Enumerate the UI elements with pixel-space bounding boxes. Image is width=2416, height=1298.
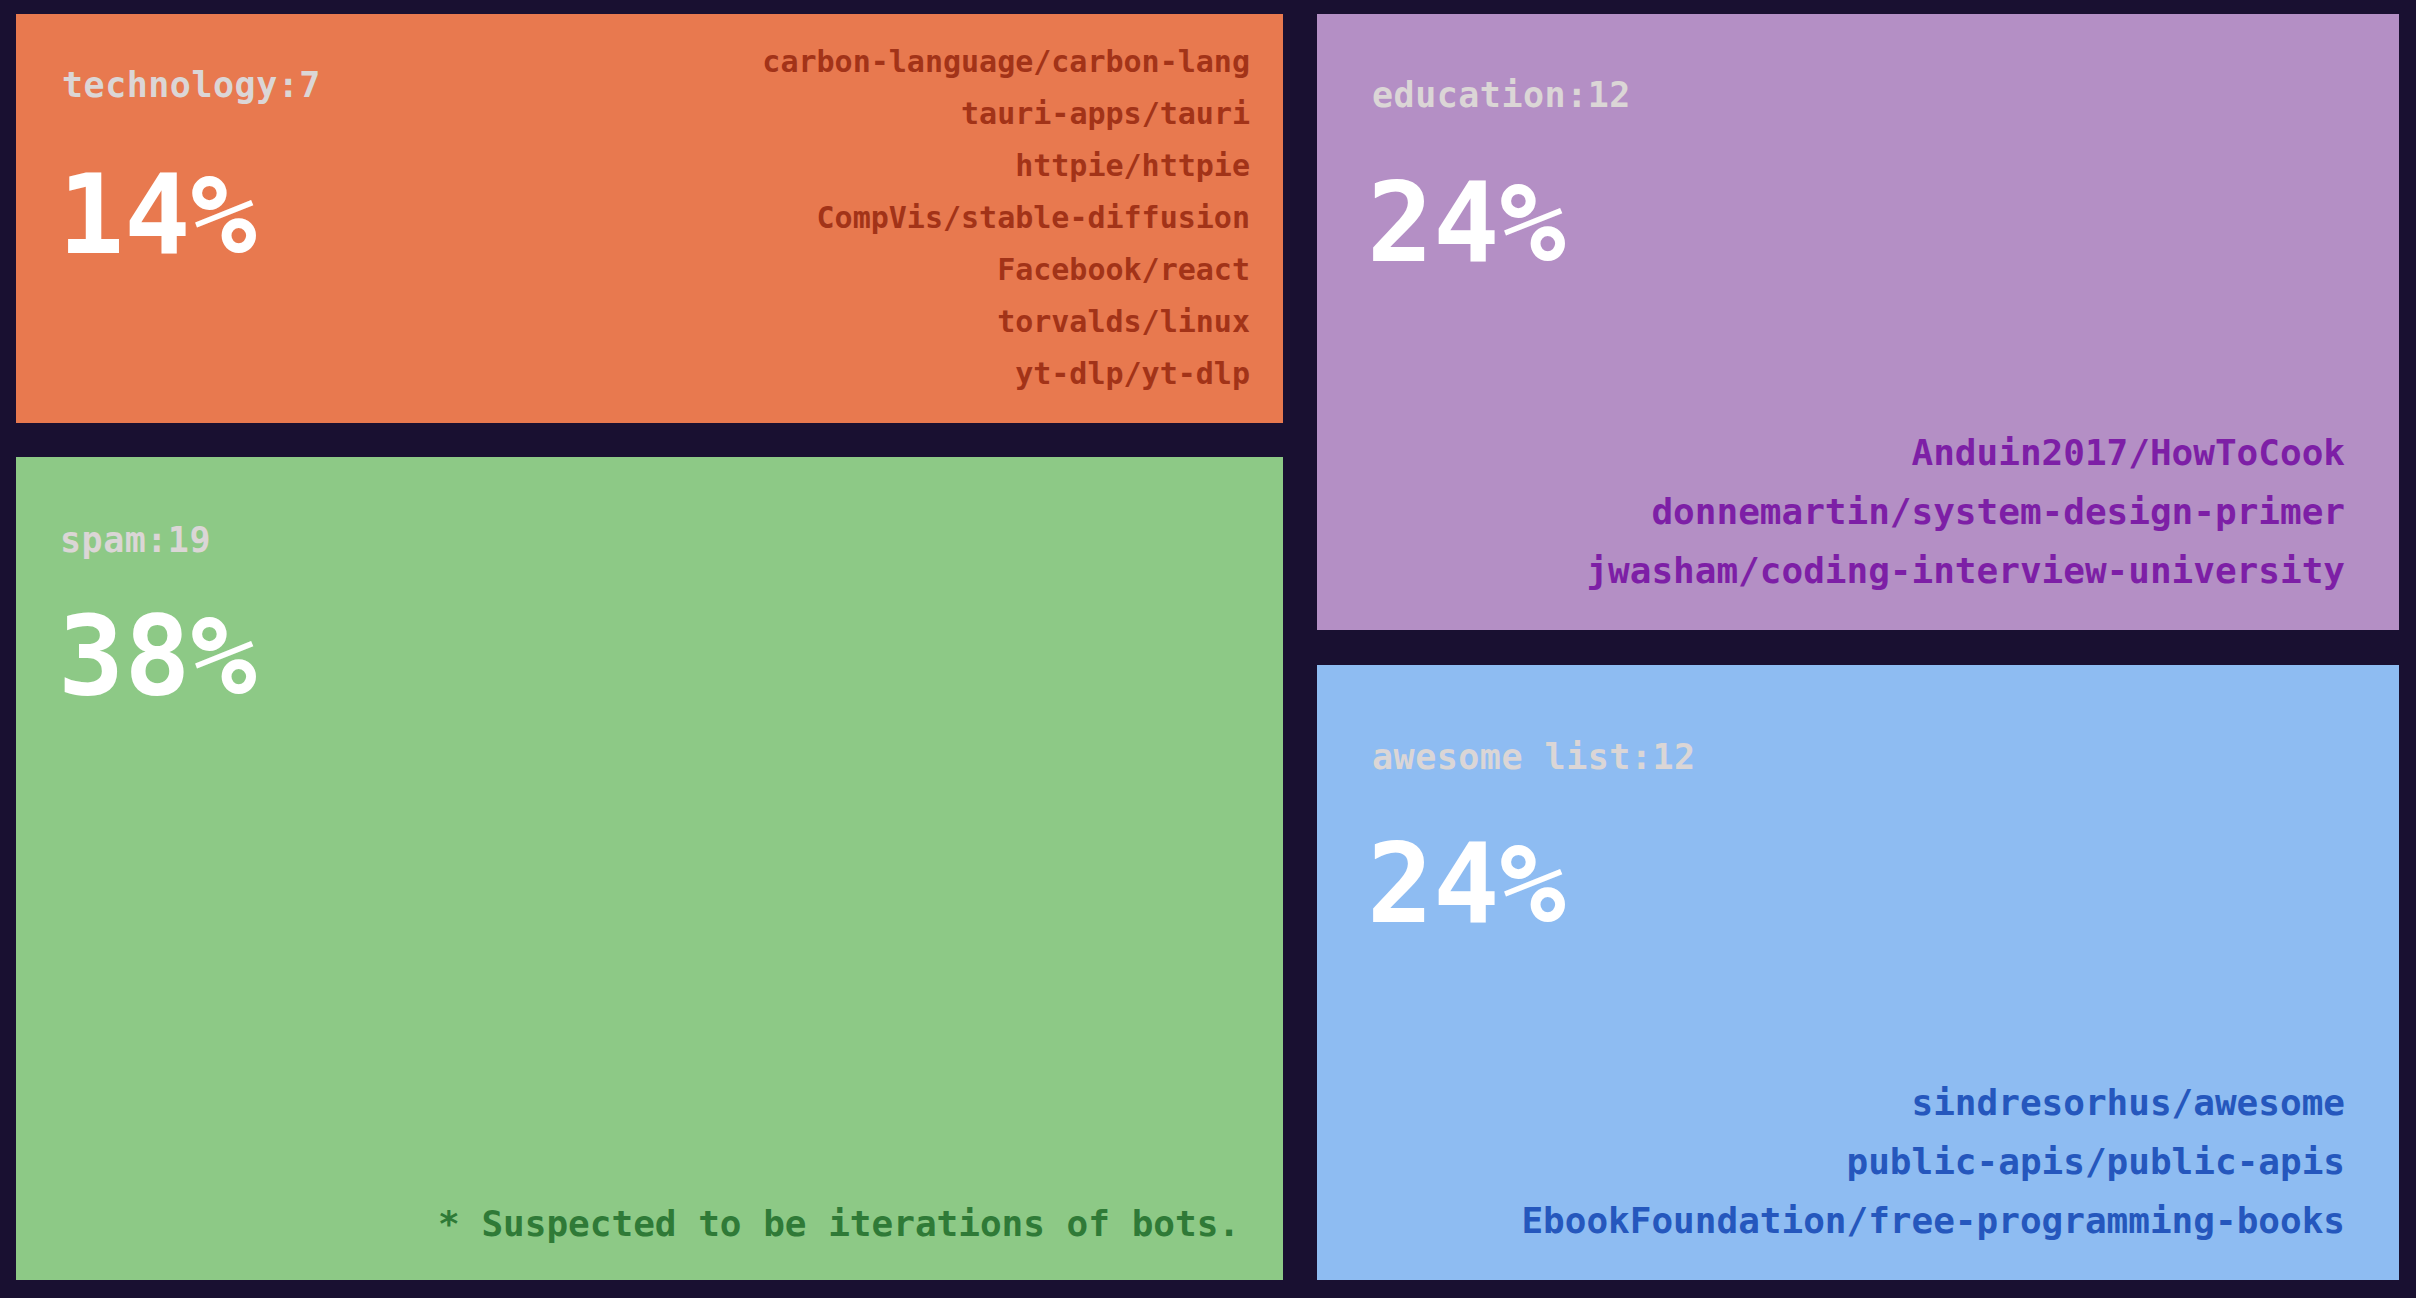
repo-item: tauri-apps/tauri <box>762 88 1250 140</box>
node-percent: 24% <box>1367 168 1566 278</box>
node-header-label: spam:19 <box>60 520 211 560</box>
treemap-node-spam: spam:19 38% * Suspected to be iterations… <box>16 457 1283 1280</box>
footnote: * Suspected to be iterations of bots. <box>438 1203 1240 1244</box>
repo-list: Anduin2017/HowToCook donnemartin/system-… <box>1586 423 2345 600</box>
repo-item: Facebook/react <box>762 244 1250 296</box>
repo-item: httpie/httpie <box>762 140 1250 192</box>
repo-item: donnemartin/system-design-primer <box>1586 482 2345 541</box>
node-percent: 14% <box>58 160 257 270</box>
node-header-label: technology:7 <box>62 65 321 105</box>
treemap-node-education: education:12 24% Anduin2017/HowToCook do… <box>1317 14 2399 630</box>
repo-item: jwasham/coding-interview-university <box>1586 541 2345 600</box>
repo-item: torvalds/linux <box>762 296 1250 348</box>
treemap-chart: technology:7 14% carbon-language/carbon-… <box>0 0 2416 1298</box>
repo-item: yt-dlp/yt-dlp <box>762 348 1250 400</box>
repo-item: CompVis/stable-diffusion <box>762 192 1250 244</box>
node-header-label: awesome list:12 <box>1372 737 1696 777</box>
node-percent: 38% <box>58 601 257 711</box>
repo-list: sindresorhus/awesome public-apis/public-… <box>1521 1073 2345 1250</box>
node-percent: 24% <box>1367 829 1566 939</box>
repo-item: public-apis/public-apis <box>1521 1132 2345 1191</box>
repo-item: Anduin2017/HowToCook <box>1586 423 2345 482</box>
repo-item: carbon-language/carbon-lang <box>762 36 1250 88</box>
treemap-node-technology: technology:7 14% carbon-language/carbon-… <box>16 14 1283 423</box>
repo-item: sindresorhus/awesome <box>1521 1073 2345 1132</box>
repo-list: carbon-language/carbon-lang tauri-apps/t… <box>762 36 1250 400</box>
repo-item: EbookFoundation/free-programming-books <box>1521 1191 2345 1250</box>
node-header-label: education:12 <box>1372 75 1631 115</box>
treemap-node-awesome-list: awesome list:12 24% sindresorhus/awesome… <box>1317 665 2399 1280</box>
